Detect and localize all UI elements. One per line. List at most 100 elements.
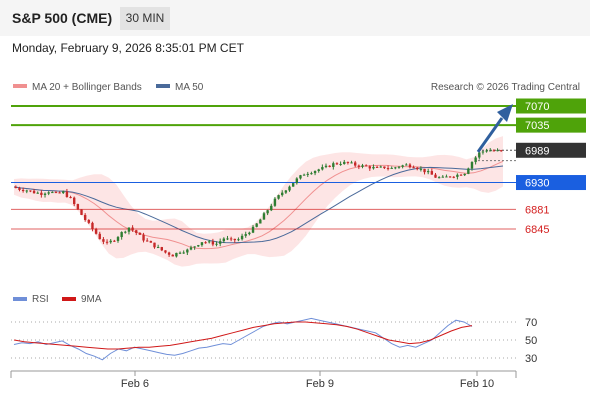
ma9-legend-swatch xyxy=(62,297,76,301)
interval-button[interactable]: 30 MIN xyxy=(120,7,170,30)
x-tick-label: Feb 9 xyxy=(306,378,334,390)
forecast-arrow xyxy=(476,104,513,153)
candle-body xyxy=(499,150,503,152)
candle-body xyxy=(291,183,295,187)
candle-body xyxy=(14,186,18,189)
candle-body xyxy=(76,204,80,210)
price-label-box-6930 xyxy=(516,175,586,191)
candle-body xyxy=(73,197,76,205)
price-levels xyxy=(11,105,516,230)
chart-header: S&P 500 (CME) 30 MIN xyxy=(0,0,590,36)
candle-body xyxy=(32,190,36,194)
candle-body xyxy=(445,176,448,178)
candle-body xyxy=(211,241,215,245)
candle-body xyxy=(237,239,240,241)
bollinger-band xyxy=(14,136,503,267)
candle-body xyxy=(135,230,138,233)
candle-body xyxy=(226,238,229,240)
rsi-legend: RSI xyxy=(32,294,49,305)
candle-body xyxy=(478,152,481,158)
candle-body xyxy=(397,166,401,168)
candle-body xyxy=(343,161,346,164)
candle-body xyxy=(299,175,302,179)
candle-body xyxy=(142,234,145,241)
rsi-tick-30: 30 xyxy=(525,353,537,365)
candle-body xyxy=(189,247,193,250)
candle-body xyxy=(273,198,277,206)
candle-body xyxy=(394,167,397,169)
candle-body xyxy=(240,235,244,240)
candle-body xyxy=(383,166,386,169)
price-label-6881: 6881 xyxy=(525,204,549,216)
candle-body xyxy=(127,227,131,232)
price-label-7035: 7035 xyxy=(525,120,549,132)
ma20-line xyxy=(13,160,504,250)
candle-body xyxy=(51,192,54,194)
moving-averages xyxy=(13,160,504,250)
candle-body xyxy=(470,162,474,169)
candle-body xyxy=(62,191,65,194)
candle-body xyxy=(430,171,434,175)
candle-body xyxy=(124,231,127,233)
candle-body xyxy=(251,226,255,233)
candle-body xyxy=(405,164,408,166)
forecast-arrow-head xyxy=(497,104,513,122)
candle-body xyxy=(167,252,171,255)
ma50-legend: MA 50 xyxy=(175,82,204,93)
rsi-tick-50: 50 xyxy=(525,335,537,347)
candle-body xyxy=(54,192,58,194)
candle-body xyxy=(459,174,463,176)
candle-body xyxy=(149,241,153,243)
candle-body xyxy=(390,167,393,169)
bollinger-legend: MA 20 + Bollinger Bands xyxy=(32,82,142,93)
candle-body xyxy=(47,192,50,194)
candle-body xyxy=(18,188,21,190)
candle-body xyxy=(284,190,288,193)
price-label-box-7070 xyxy=(516,98,586,114)
candle-body xyxy=(277,195,280,199)
candle-body xyxy=(21,189,25,192)
rsi-legend-swatch xyxy=(13,297,27,301)
candle-body xyxy=(386,168,390,170)
candle-body xyxy=(467,168,470,174)
candle-body xyxy=(306,173,309,175)
ma50-legend-swatch xyxy=(156,84,170,88)
candle-body xyxy=(25,190,28,192)
candle-body xyxy=(197,245,200,247)
candle-body xyxy=(350,162,353,164)
candle-body xyxy=(218,241,222,244)
ma9-legend: 9MA xyxy=(81,294,102,305)
ma50-line xyxy=(13,165,504,244)
candle-body xyxy=(357,165,361,167)
candle-body xyxy=(266,210,269,214)
x-axis: Feb 6 Feb 9 Feb 10 xyxy=(121,371,494,390)
candle-body xyxy=(368,166,372,169)
candle-body xyxy=(456,174,459,177)
candle-body xyxy=(160,247,163,251)
candle-body xyxy=(437,177,441,179)
candle-body xyxy=(317,169,320,172)
candle-body xyxy=(364,165,368,167)
forecast-arrow-shaft xyxy=(476,117,504,153)
candle-body xyxy=(83,214,87,220)
candle-body xyxy=(153,242,156,248)
candle-body xyxy=(346,161,350,163)
candle-body xyxy=(208,241,211,243)
candle-body xyxy=(463,173,466,176)
candle-body xyxy=(102,239,105,242)
candle-body xyxy=(489,150,492,152)
candle-body xyxy=(98,233,101,240)
candle-body xyxy=(474,157,477,163)
candle-body xyxy=(379,166,382,168)
price-label-6930: 6930 xyxy=(525,178,549,190)
candle-body xyxy=(65,191,69,198)
candle-body xyxy=(105,241,109,243)
candle-body xyxy=(401,165,404,167)
candle-body xyxy=(186,249,189,253)
candle-body xyxy=(310,173,313,175)
candle-body xyxy=(295,178,299,184)
candle-body xyxy=(69,197,72,199)
candle-body xyxy=(375,166,379,168)
candle-body xyxy=(36,192,39,194)
